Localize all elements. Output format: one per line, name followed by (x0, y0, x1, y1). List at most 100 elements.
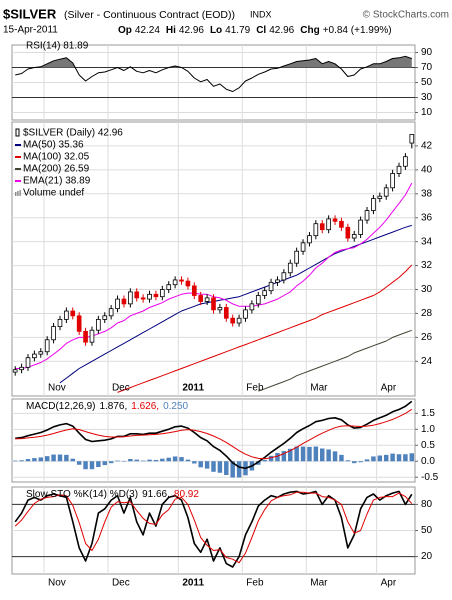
histogram-bar (32, 458, 37, 462)
histogram-bar (224, 461, 229, 475)
y-tick-label: 30 (421, 284, 433, 295)
x-tick-label: 2011 (182, 383, 204, 394)
panel-frame (11, 121, 416, 397)
quote-value: +0.84 (+1.99%) (323, 25, 392, 36)
x-tick-label: Feb (246, 578, 264, 589)
histogram-bar (108, 461, 114, 464)
candle-body (326, 218, 331, 231)
histogram-bar (383, 454, 389, 462)
quote-value: 42.24 (135, 25, 160, 36)
y-tick-label: 70 (421, 62, 433, 73)
candle-body (403, 156, 408, 167)
quote-value: 42.96 (179, 25, 204, 36)
candle-body (383, 187, 389, 197)
candle-body (83, 330, 88, 343)
x-tick-label: Feb (246, 383, 264, 394)
candle-body (102, 315, 108, 320)
histogram-bar (179, 457, 184, 462)
candle-body (364, 210, 370, 221)
candle-body (57, 319, 63, 328)
y-tick-label: 32 (421, 260, 433, 271)
candle-body (223, 307, 229, 319)
grid (12, 45, 415, 120)
candle-body (268, 281, 274, 292)
histogram-bar (70, 458, 76, 462)
histogram-bar (300, 446, 306, 462)
candle-body (115, 298, 120, 310)
y-tick-label: 38 (421, 188, 433, 199)
histogram-bar (326, 449, 331, 462)
histogram-bar (51, 454, 56, 462)
histogram-bar (166, 457, 171, 462)
y-tick-label: -0.5 (421, 472, 439, 483)
histogram-bar (371, 456, 376, 462)
ma-line (258, 329, 412, 392)
histogram-bar (121, 460, 127, 462)
sto-line (14, 490, 413, 568)
candle-body (89, 329, 95, 343)
candle-body (204, 297, 210, 302)
macd-line (15, 400, 413, 470)
histogram-bar (198, 461, 203, 468)
histogram-bar (153, 459, 159, 462)
candle-body (96, 319, 101, 331)
candle-body (313, 223, 319, 237)
histogram-bar (364, 459, 370, 462)
y-tick-label: 20 (421, 551, 433, 562)
quote-label: Lo (210, 25, 222, 36)
rsi-line (15, 55, 412, 92)
histogram-bar (275, 452, 280, 462)
legend-entry: Volume undef (23, 188, 84, 199)
sto-line (14, 491, 413, 564)
histogram-bar (288, 448, 293, 462)
candle-body (185, 280, 191, 287)
legend-entry: MA(50) 35.36 (23, 140, 84, 151)
date: 15-Apr-2011 (3, 25, 58, 36)
legend-title: MACD(12,26,9) (26, 401, 95, 412)
histogram-bar (89, 461, 95, 470)
histogram-bar (147, 459, 152, 462)
legend-entry: $SILVER (Daily) 42.96 (23, 128, 123, 139)
histogram-bar (217, 461, 223, 473)
candle-body (371, 198, 376, 211)
candle-body (377, 195, 383, 199)
legend-entry: 0.250 (163, 401, 188, 412)
candle-body (121, 298, 127, 305)
quote-label: Hi (166, 25, 176, 36)
histogram-bar (64, 454, 69, 462)
histogram-bar (339, 454, 344, 462)
histogram-bar (390, 453, 395, 462)
histogram-bar (44, 456, 50, 462)
ma-line (59, 224, 412, 384)
y-tick-label: 26 (421, 332, 433, 343)
macd-line (15, 408, 413, 460)
candle-body (108, 308, 114, 317)
histogram-bar (115, 460, 120, 462)
plot (15, 55, 412, 92)
candle-body (44, 339, 50, 353)
candle-body (275, 279, 280, 283)
candle-body (358, 219, 363, 235)
histogram-bar (160, 458, 165, 462)
candle-body (38, 351, 44, 355)
candle-body (211, 297, 216, 311)
candle-body (319, 223, 325, 231)
legend-entry: 80.92 (174, 489, 199, 500)
candle-body (236, 317, 242, 324)
exchange: INDX (250, 9, 272, 19)
x-tick-label: Apr (381, 383, 397, 394)
legend-entry: 91.66, (142, 489, 170, 500)
x-tick-label: Dec (112, 578, 130, 589)
histogram-bar (294, 446, 299, 462)
candle-body (51, 326, 56, 341)
legend-icon-volume (15, 192, 17, 196)
y-tick-label: 28 (421, 308, 433, 319)
legend-icon-candle (15, 128, 20, 137)
y-tick-label: 30 (421, 92, 433, 103)
legend-icon-volume (19, 190, 21, 196)
histogram-bar (19, 460, 24, 462)
candle-body (300, 242, 306, 252)
candle-body (198, 295, 204, 302)
